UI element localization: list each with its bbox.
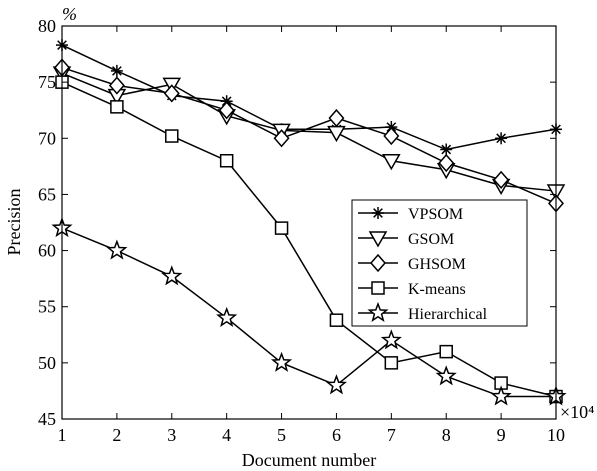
- data-point-vpsom: [495, 132, 508, 145]
- legend-marker-gsom: [368, 231, 388, 248]
- data-point-gsom: [382, 153, 401, 171]
- x-tick-label: 2: [112, 425, 121, 445]
- data-point-vpsom: [440, 143, 453, 156]
- legend-marker-hierarchical: [367, 301, 389, 323]
- y-tick-label: 55: [38, 297, 56, 317]
- y-tick-label: 50: [38, 353, 56, 373]
- data-point-ghsom: [163, 84, 180, 103]
- data-point-hierarchical: [161, 265, 183, 286]
- y-tick-label: 60: [38, 241, 56, 261]
- legend-label: Hierarchical: [408, 306, 488, 323]
- y-tick-label: 70: [38, 128, 56, 148]
- data-point-ghsom: [438, 153, 455, 173]
- x-tick-label: 8: [442, 425, 451, 445]
- data-point-k-means: [219, 153, 234, 168]
- x-axis-label: Document number: [242, 450, 376, 470]
- legend-marker-k-means: [371, 281, 385, 295]
- data-point-k-means: [165, 129, 179, 143]
- data-point-ghsom: [328, 108, 345, 128]
- data-point-vpsom: [110, 64, 123, 77]
- x-tick-label: 1: [58, 425, 67, 445]
- y-tick-label: 80: [38, 16, 56, 36]
- y-unit-label: %: [62, 4, 77, 24]
- data-point-ghsom: [108, 76, 125, 95]
- legend-label: GHSOM: [408, 256, 466, 273]
- series-line-vpsom: [61, 44, 557, 151]
- legend-item-gsom: GSOM: [358, 231, 454, 248]
- data-point-hierarchical: [490, 385, 512, 406]
- x-multiplier-label: ×10⁴: [560, 402, 594, 422]
- y-tick-label: 45: [38, 409, 56, 429]
- legend-item-ghsom: GHSOM: [358, 253, 466, 273]
- series-vpsom: [56, 39, 562, 156]
- data-point-ghsom: [273, 129, 290, 148]
- legend-label: VPSOM: [408, 206, 463, 223]
- data-point-hierarchical: [106, 239, 128, 260]
- y-axis-label: Precision: [4, 189, 24, 256]
- data-point-ghsom: [218, 101, 235, 120]
- data-point-k-means: [329, 313, 344, 327]
- x-tick-label: 3: [167, 425, 176, 445]
- legend: VPSOM GSOM GHSOM K-means Hierarchical: [351, 199, 528, 327]
- data-point-k-means: [110, 100, 124, 114]
- legend-label: GSOM: [408, 231, 454, 248]
- legend-item-k-means: K-means: [358, 281, 466, 298]
- legend-item-hierarchical: Hierarchical: [358, 301, 488, 323]
- y-tick-label: 65: [38, 184, 56, 204]
- data-point-ghsom: [493, 170, 510, 189]
- legend-marker-ghsom: [370, 253, 386, 273]
- series-line-ghsom: [61, 66, 557, 205]
- data-point-hierarchical: [435, 365, 457, 386]
- data-point-hierarchical: [270, 351, 293, 372]
- data-point-ghsom: [383, 126, 400, 146]
- x-tick-label: 4: [222, 425, 231, 445]
- x-tick-label: 9: [497, 425, 506, 445]
- data-point-k-means: [384, 356, 399, 370]
- x-tick-label: 7: [387, 425, 396, 445]
- series-line-hierarchical: [61, 227, 556, 398]
- series-ghsom: [54, 58, 564, 213]
- data-point-k-means: [274, 221, 289, 235]
- data-point-k-means: [439, 344, 453, 359]
- legend-item-vpsom: VPSOM: [358, 206, 463, 223]
- data-point-hierarchical: [380, 329, 402, 350]
- series-line-k-means: [61, 81, 557, 398]
- plot-frame: [61, 25, 557, 420]
- x-tick-label: 5: [277, 425, 286, 445]
- x-tick-label: 6: [332, 425, 341, 445]
- data-point-hierarchical: [216, 306, 238, 327]
- data-point-gsom: [327, 125, 346, 143]
- legend-label: K-means: [408, 281, 466, 298]
- data-point-hierarchical: [325, 374, 348, 395]
- y-tick-label: 75: [38, 72, 56, 92]
- legend-marker-vpsom: [372, 207, 384, 219]
- x-tick-label: 10: [547, 425, 565, 445]
